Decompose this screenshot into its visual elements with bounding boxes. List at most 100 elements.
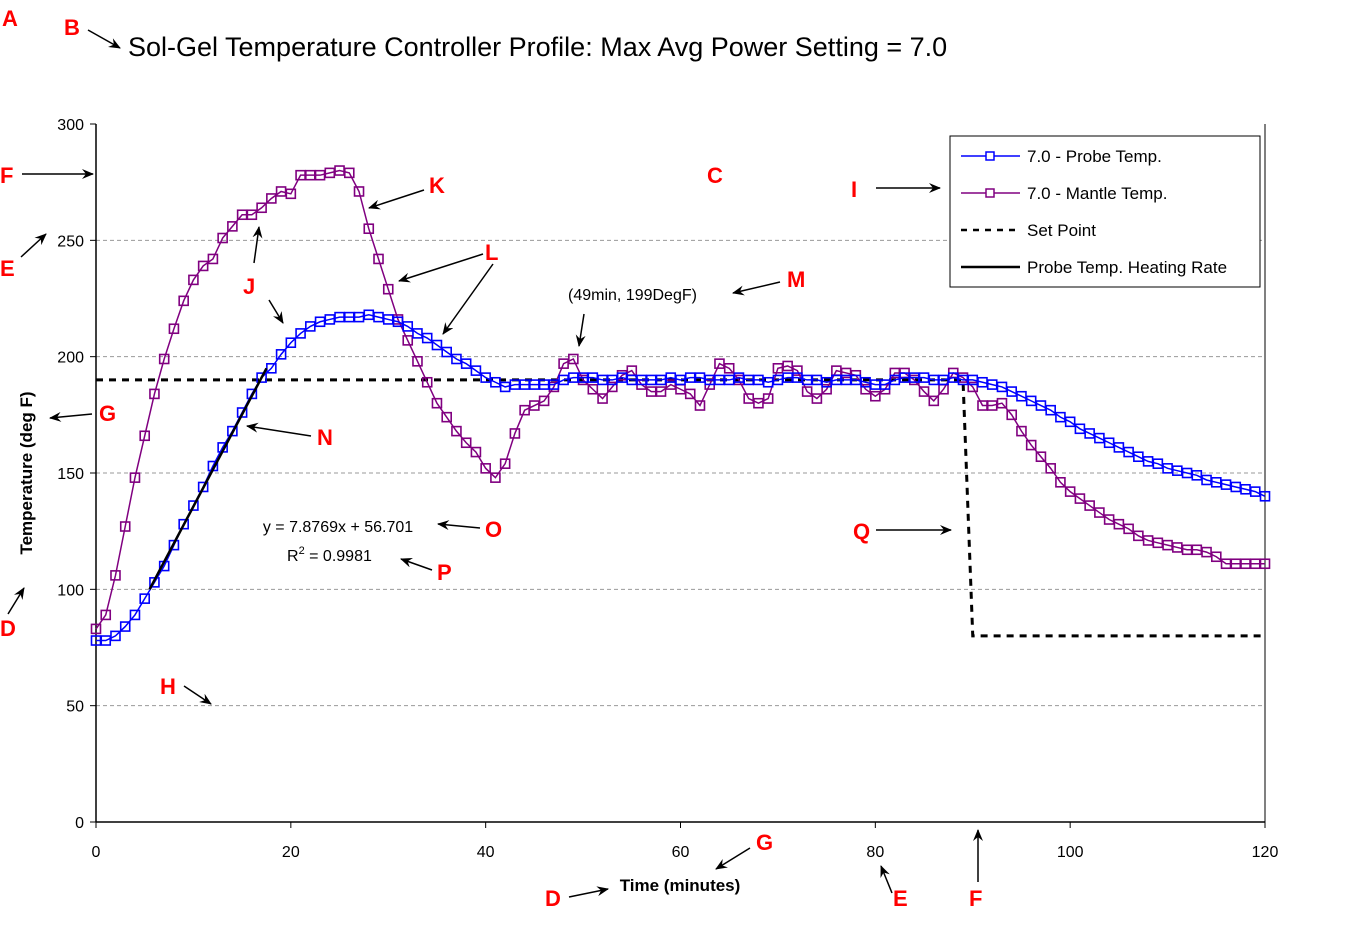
callout-d-bottom: D [545, 886, 561, 911]
data-point-mantle [821, 383, 832, 395]
data-point-mantle [412, 356, 423, 367]
data-point-probe [110, 630, 121, 642]
legend-marker-mantle [985, 188, 995, 198]
callout-h: H [160, 674, 176, 699]
data-point-mantle [178, 295, 189, 307]
x-tick-label: 40 [477, 844, 495, 861]
data-point-mantle [1025, 439, 1037, 451]
r-squared-label: R2 = 0.9981 [287, 545, 372, 565]
data-point-probe [197, 481, 209, 493]
callout-e-left-arrow [20, 233, 47, 258]
x-axis-label: Time (minutes) [620, 876, 741, 895]
data-point-mantle [587, 383, 599, 395]
legend-label-heating-rate: Probe Temp. Heating Rate [1027, 258, 1227, 277]
data-point-mantle [1074, 493, 1086, 504]
data-point-probe [295, 328, 306, 339]
data-point-mantle [129, 472, 141, 483]
data-point-mantle [1123, 523, 1134, 535]
r-squared-sup: 2 [299, 545, 305, 557]
data-point-mantle [441, 411, 453, 423]
callout-k: K [429, 173, 445, 198]
data-point-mantle [343, 167, 355, 179]
data-point-mantle [762, 393, 774, 404]
x-ticks: 0 20 40 60 80 100 120 [92, 822, 1279, 861]
r-squared-prefix: R [287, 548, 299, 565]
data-point-probe [119, 621, 131, 632]
data-point-mantle [382, 283, 394, 295]
data-point-mantle [607, 381, 618, 393]
data-point-mantle [90, 623, 102, 635]
data-point-probe [441, 346, 453, 358]
callout-d-left-arrow [7, 587, 25, 615]
data-point-mantle [1259, 558, 1271, 570]
data-point-mantle [1084, 500, 1095, 511]
data-point-mantle [723, 362, 735, 374]
data-point-mantle [227, 221, 238, 232]
callout-g-bottom: G [756, 830, 773, 855]
callout-b: B [64, 15, 80, 40]
data-point-mantle [207, 253, 219, 265]
y-axis-label: Temperature (deg F) [17, 391, 36, 554]
data-point-probe [1045, 404, 1056, 416]
peak-point-label: (49min, 199DegF) [568, 287, 697, 304]
data-point-mantle [168, 323, 180, 335]
data-point-mantle [568, 353, 579, 365]
callout-a: A [2, 6, 18, 31]
callout-d-left: D [0, 616, 16, 641]
callout-m-arrow-to-point [575, 313, 586, 347]
y-tick-label: 50 [66, 699, 84, 716]
data-point-mantle [499, 458, 511, 469]
data-point-probe [402, 321, 414, 332]
callout-c: C [707, 163, 723, 188]
callout-l: L [485, 240, 498, 265]
data-point-probe [431, 339, 443, 351]
data-point-mantle [110, 570, 121, 581]
callout-p-arrow [400, 557, 433, 571]
data-point-probe [285, 337, 297, 349]
callout-n: N [317, 425, 333, 450]
callout-b-arrow [87, 29, 121, 49]
callout-j: J [243, 274, 255, 299]
data-point-probe [421, 332, 433, 344]
data-point-mantle [1045, 463, 1056, 474]
data-point-mantle [870, 390, 881, 402]
data-point-probe [227, 425, 238, 437]
data-point-mantle [188, 274, 199, 286]
x-tick-label: 120 [1252, 844, 1279, 861]
callout-g-left: G [99, 401, 116, 426]
callout-e-bottom-arrow [880, 865, 893, 894]
data-point-mantle [266, 193, 277, 204]
data-point-mantle [928, 395, 940, 407]
data-point-mantle [1016, 425, 1027, 437]
legend-box [949, 135, 1261, 288]
callout-e-bottom: E [893, 886, 908, 911]
callouts: A B C D D E E F F G G H I J K L M [0, 6, 983, 911]
data-point-probe [256, 372, 267, 383]
data-point-mantle [373, 253, 384, 265]
data-point-probe [470, 365, 482, 376]
x-tick-label: 60 [672, 844, 690, 861]
data-point-mantle [801, 386, 813, 397]
callout-k-arrow [368, 189, 425, 210]
y-tick-label: 200 [57, 350, 84, 367]
data-point-mantle [246, 209, 258, 221]
callout-g-left-arrow [49, 411, 93, 422]
legend-label-mantle: 7.0 - Mantle Temp. [1027, 184, 1167, 203]
data-point-mantle [811, 393, 823, 404]
legend-label-setpoint: Set Point [1027, 221, 1096, 240]
data-point-mantle [490, 472, 501, 483]
series-line-probe [96, 314, 1266, 642]
callout-f-bottom: F [969, 886, 982, 911]
legend-label-probe: 7.0 - Probe Temp. [1027, 147, 1162, 166]
callout-l-arrow-2 [442, 263, 494, 335]
data-point-mantle [1035, 451, 1047, 463]
data-point-mantle [1064, 486, 1076, 497]
data-point-probe [1064, 416, 1076, 428]
data-point-mantle [451, 425, 462, 437]
legend-item-probe: 7.0 - Probe Temp. [961, 147, 1162, 166]
data-point-probe [460, 358, 472, 369]
series-line-mantle [95, 169, 1265, 630]
legend-item-setpoint: Set Point [961, 221, 1096, 240]
callout-n-arrow [246, 422, 312, 437]
